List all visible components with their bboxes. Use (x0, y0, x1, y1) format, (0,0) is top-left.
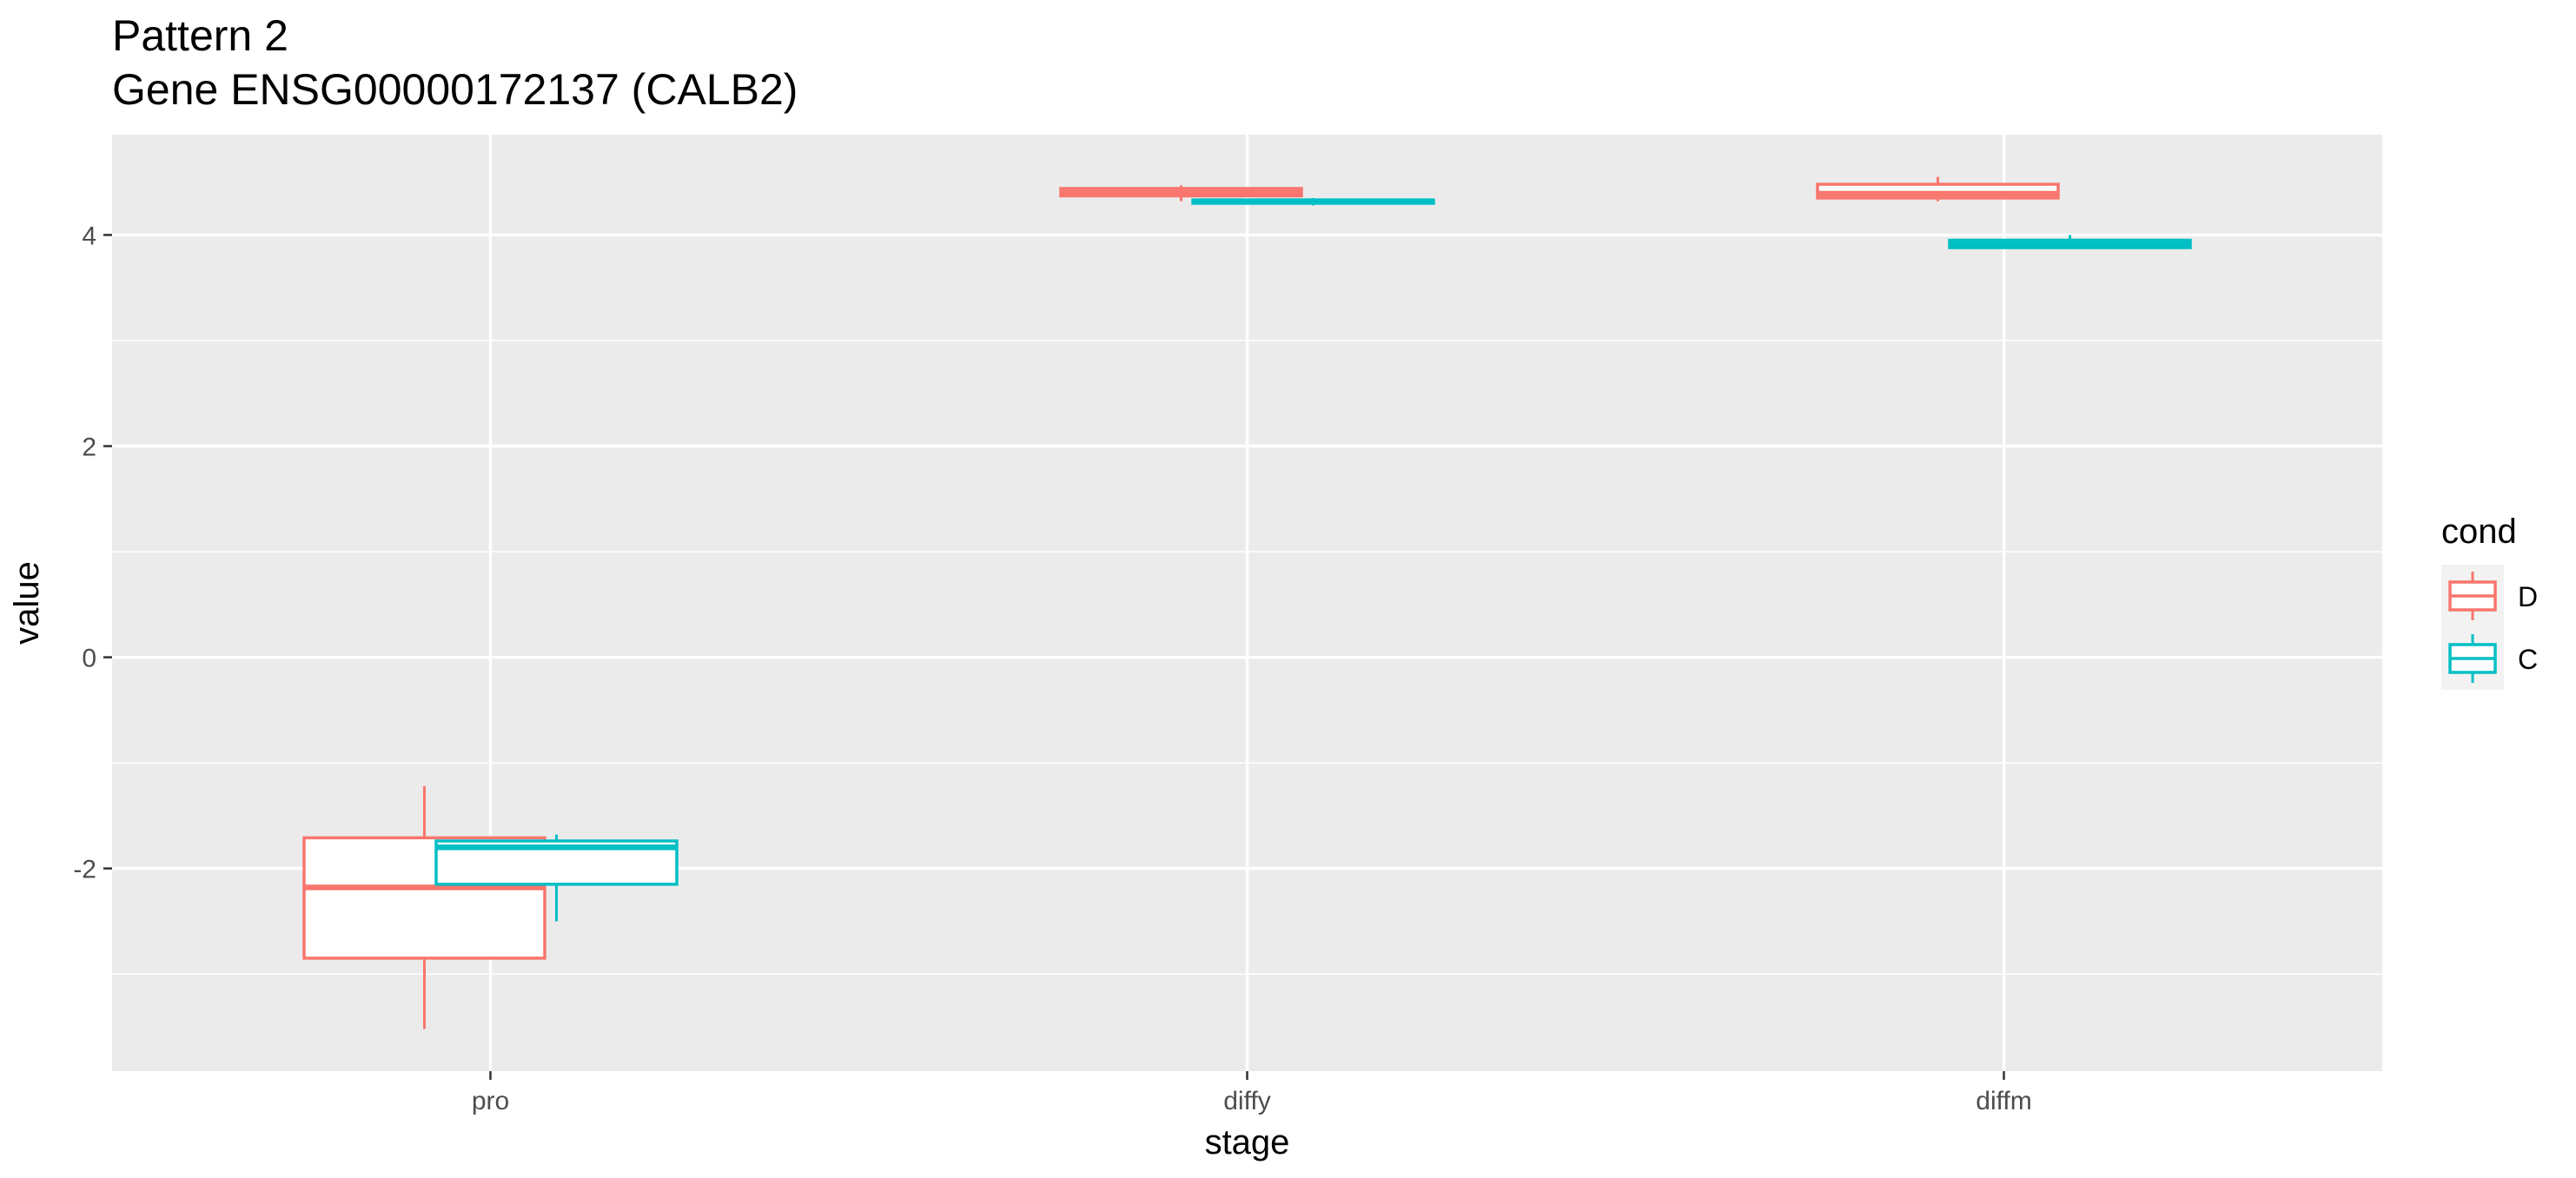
x-tick-label-diffy: diffy (1223, 1087, 1270, 1115)
x-tick-label-diffm: diffm (1976, 1087, 2031, 1115)
legend-title: cond (2441, 513, 2517, 551)
x-axis-title: stage (1205, 1123, 1290, 1161)
x-tick-label-pro: pro (472, 1087, 509, 1115)
y-axis: -2 0 2 4 (73, 222, 112, 884)
legend-label-C: C (2518, 644, 2538, 675)
y-tick-label: 0 (82, 645, 96, 673)
y-tick-label: 2 (82, 433, 96, 462)
boxes (302, 176, 2192, 1029)
legend-label-D: D (2518, 581, 2538, 612)
legend-item-D: D (2441, 565, 2538, 627)
grid-major (112, 135, 2382, 1071)
y-tick-label: 4 (82, 222, 96, 250)
legend-item-C: C (2441, 627, 2538, 690)
box-C-pro (434, 834, 679, 922)
chart-title: Pattern 2 (112, 11, 288, 60)
y-axis-title: value (8, 561, 46, 645)
y-tick-label: -2 (73, 856, 96, 884)
chart-subtitle: Gene ENSG00000172137 (CALB2) (112, 65, 798, 114)
box-D-diffy (1059, 185, 1303, 202)
x-axis: pro diffy diffm (472, 1071, 2032, 1115)
box-D-diffm (1816, 176, 2060, 202)
box-C-diffy (1191, 197, 1435, 206)
legend: cond D C (2441, 513, 2538, 690)
box-C-diffm (1948, 235, 2192, 249)
